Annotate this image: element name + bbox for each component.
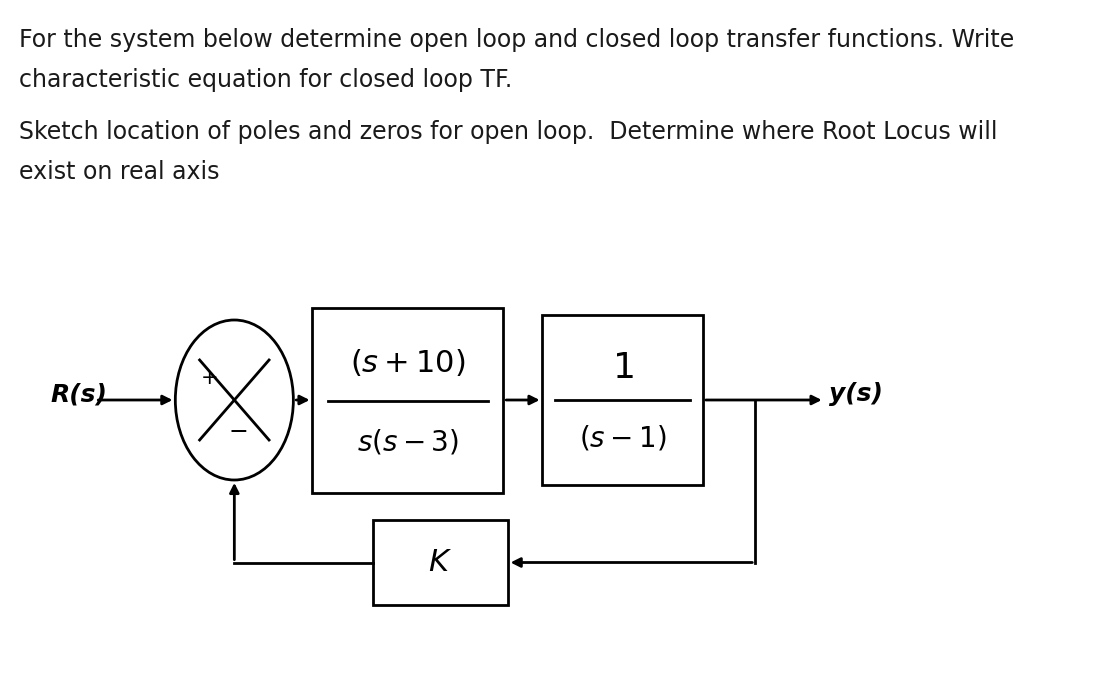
Text: +: +	[201, 368, 219, 388]
Text: $K$: $K$	[429, 548, 452, 577]
Text: y(s): y(s)	[829, 382, 883, 406]
Bar	[312, 308, 503, 493]
Ellipse shape	[175, 320, 294, 480]
Text: $(s + 10)$: $(s + 10)$	[350, 347, 465, 378]
Text: −: −	[229, 420, 249, 444]
Text: exist on real axis: exist on real axis	[19, 160, 220, 184]
Text: R(s): R(s)	[50, 382, 107, 406]
Text: $s(s - 3)$: $s(s - 3)$	[357, 428, 459, 457]
Bar	[373, 520, 508, 605]
Text: characteristic equation for closed loop TF.: characteristic equation for closed loop …	[19, 68, 512, 92]
Text: $(s-1)$: $(s-1)$	[579, 424, 666, 453]
Bar	[542, 315, 703, 485]
Text: Sketch location of poles and zeros for open loop.  Determine where Root Locus wi: Sketch location of poles and zeros for o…	[19, 120, 998, 144]
Text: For the system below determine open loop and closed loop transfer functions. Wri: For the system below determine open loop…	[19, 28, 1014, 52]
Text: $1$: $1$	[612, 351, 634, 385]
